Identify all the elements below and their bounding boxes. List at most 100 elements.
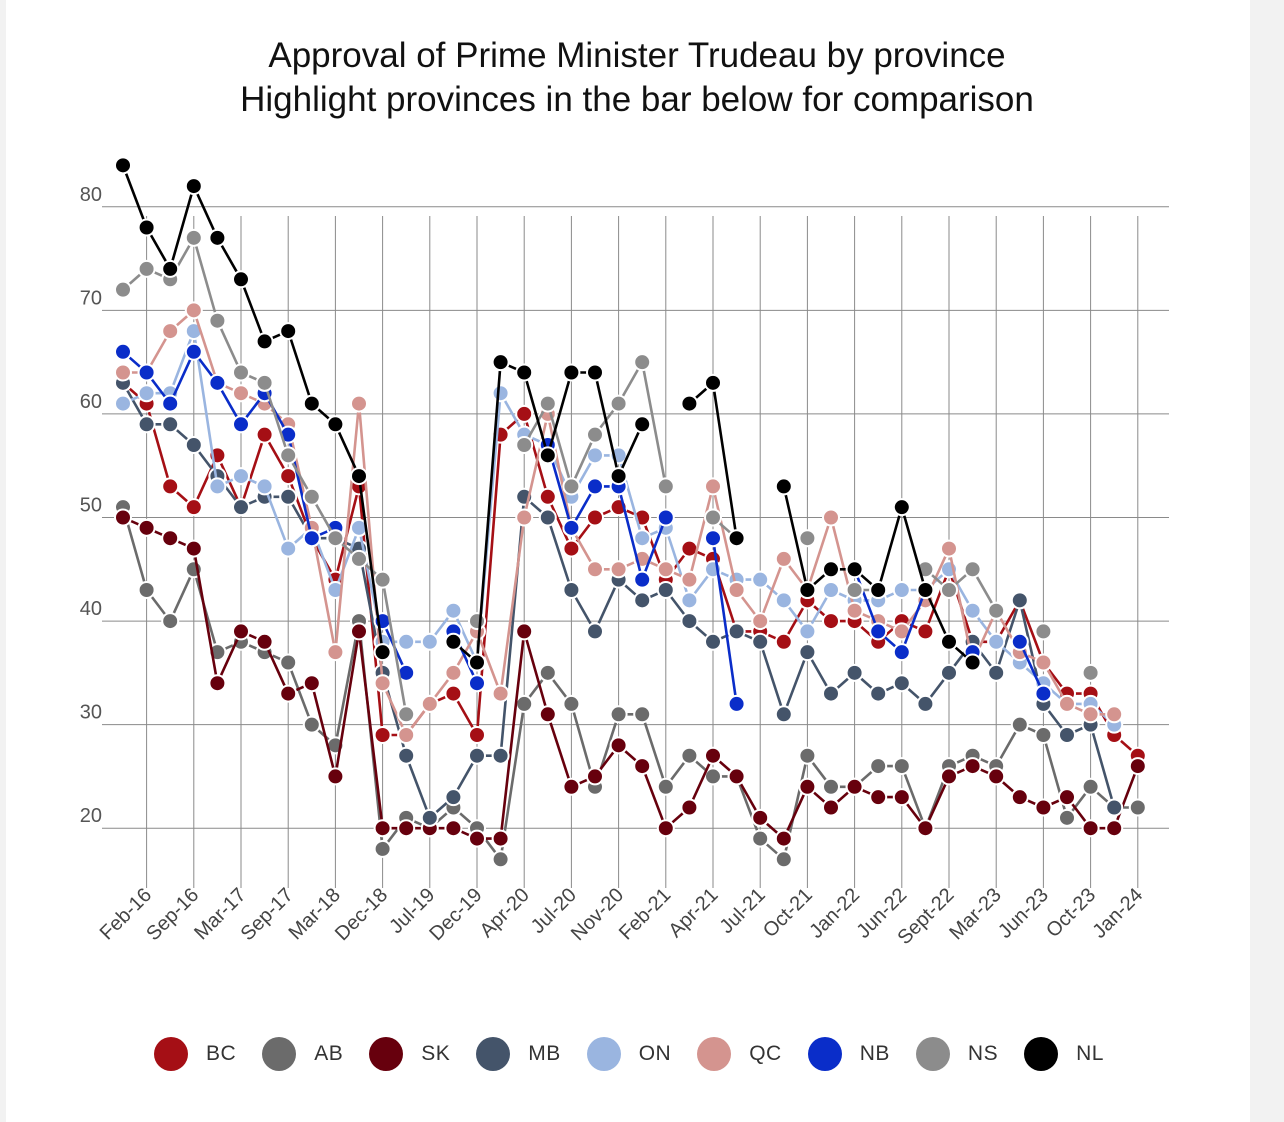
y-tick-label: 50: [80, 495, 102, 517]
data-point-qc: [1105, 705, 1124, 724]
data-point-mb: [656, 581, 675, 599]
data-point-ns: [184, 228, 203, 247]
legend-label: ON: [638, 1042, 672, 1065]
data-point-ns: [586, 425, 604, 444]
data-point-sk: [845, 777, 864, 796]
data-point-nl: [798, 581, 817, 599]
legend-item-sk[interactable]: SK: [369, 1037, 450, 1071]
data-point-ns: [1081, 663, 1100, 682]
series-line-sk: [122, 516, 1140, 840]
data-point-nb: [208, 373, 227, 392]
data-point-on: [633, 529, 652, 548]
data-point-mb: [279, 487, 298, 506]
data-point-ab: [373, 839, 392, 858]
series-nl: [114, 156, 982, 672]
data-point-ab: [892, 757, 911, 776]
data-point-ab: [538, 663, 557, 682]
legend-swatch: [807, 1037, 842, 1071]
data-point-nl: [845, 560, 864, 579]
data-point-ab: [161, 612, 180, 631]
data-point-on: [397, 632, 416, 651]
legend-item-bc[interactable]: BC: [154, 1037, 236, 1071]
data-point-qc: [420, 694, 439, 713]
data-point-bc: [562, 539, 581, 558]
data-point-sk: [822, 798, 840, 817]
data-point-nb: [468, 674, 486, 693]
data-point-nl: [562, 363, 581, 382]
data-point-on: [822, 581, 840, 599]
data-point-on: [279, 539, 298, 558]
x-tick-label: Oct-21: [759, 884, 817, 942]
data-point-nl: [515, 363, 534, 382]
data-point-ns: [704, 508, 722, 527]
data-point-sk: [656, 819, 675, 838]
data-point-nl: [963, 653, 982, 672]
data-point-sk: [704, 746, 722, 765]
line-chart: 20 30 40 50 60 70 80 Feb-16Sep-16Mar-17Sep-17M…: [80, 156, 1169, 949]
data-point-ab: [1010, 715, 1029, 734]
data-point-nl: [232, 270, 250, 289]
data-point-sk: [940, 767, 958, 786]
data-point-nb: [562, 518, 581, 537]
legend-item-ab[interactable]: AB: [262, 1037, 343, 1071]
data-point-sk: [798, 777, 817, 796]
data-point-on: [444, 601, 463, 620]
legend-item-nl[interactable]: NL: [1024, 1037, 1104, 1071]
data-point-nl: [468, 653, 486, 672]
legend-item-ns[interactable]: NS: [915, 1037, 998, 1071]
data-point-sk: [255, 632, 274, 651]
legend-item-qc[interactable]: QC: [697, 1037, 782, 1071]
data-point-sk: [609, 736, 628, 755]
data-point-qc: [515, 508, 534, 527]
data-point-mb: [586, 622, 604, 641]
legend-item-nb[interactable]: NB: [807, 1037, 890, 1071]
data-point-nb: [114, 342, 132, 361]
data-point-sk: [350, 622, 368, 641]
data-point-sk: [326, 767, 345, 786]
x-tick-label: Apr-21: [665, 884, 723, 942]
data-point-nl: [184, 177, 203, 196]
data-point-mb: [1010, 591, 1029, 610]
data-point-nl: [444, 632, 463, 651]
data-point-mb: [845, 663, 864, 682]
data-point-ns: [137, 259, 156, 278]
data-point-ns: [397, 705, 416, 724]
data-point-ns: [208, 311, 227, 330]
data-point-mb: [444, 788, 463, 807]
data-point-nl: [869, 581, 888, 599]
data-point-nl: [633, 415, 652, 434]
data-point-bc: [586, 508, 604, 527]
data-point-sk: [892, 788, 911, 807]
legend-swatch: [262, 1037, 297, 1071]
data-point-mb: [940, 663, 958, 682]
data-point-sk: [963, 757, 982, 776]
data-point-qc: [1034, 653, 1053, 672]
legend-item-on[interactable]: ON: [586, 1037, 672, 1071]
data-point-bc: [444, 684, 463, 703]
data-point-nl: [161, 259, 180, 278]
legend-item-mb[interactable]: MB: [476, 1037, 561, 1071]
chart-subtitle: Highlight provinces in the bar below for…: [240, 80, 1034, 119]
x-tick-label: Jun-23: [994, 884, 1053, 943]
data-point-nl: [350, 467, 368, 486]
data-point-nl: [727, 529, 746, 548]
legend-swatch: [586, 1037, 621, 1071]
series-mb: [114, 373, 1124, 827]
data-point-on: [892, 581, 911, 599]
data-point-qc: [656, 560, 675, 579]
data-point-bc: [774, 632, 793, 651]
data-point-sk: [1128, 757, 1147, 776]
data-point-sk: [1081, 819, 1100, 838]
x-tick-label: Dec-18: [331, 884, 392, 945]
data-point-sk: [114, 508, 132, 527]
data-point-ns: [515, 436, 534, 454]
data-point-qc: [326, 643, 345, 662]
data-point-nl: [491, 353, 510, 372]
y-tick-label: 40: [80, 598, 102, 620]
data-point-mb: [420, 808, 439, 827]
data-point-mb: [562, 581, 581, 599]
data-point-sk: [491, 829, 510, 848]
data-point-ab: [302, 715, 321, 734]
x-tick-label: Nov-20: [567, 884, 628, 945]
data-point-mb: [184, 436, 203, 454]
